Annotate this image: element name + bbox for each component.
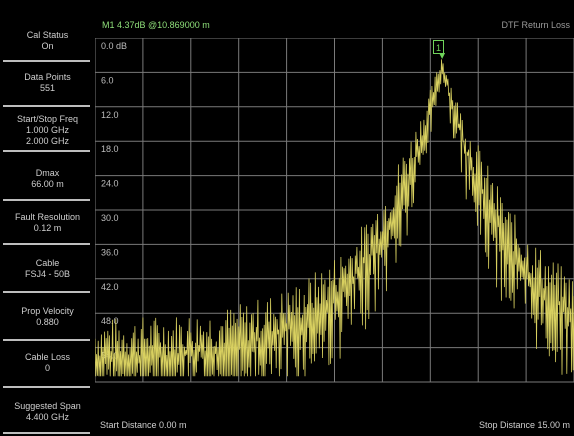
softkey-prop-velocity[interactable]: Prop Velocity 0.880	[0, 306, 95, 328]
start-freq-value: 1.000 GHz	[25, 125, 70, 135]
y-tick-label: 6.0	[101, 75, 114, 85]
softkey-divider	[3, 291, 90, 293]
marker-1-flag[interactable]: 1	[433, 40, 444, 54]
prop-velocity-label: Prop Velocity	[21, 306, 74, 316]
data-points-value: 551	[39, 83, 56, 93]
softkey-cable-loss[interactable]: Cable Loss 0	[0, 352, 95, 374]
cable-loss-value: 0	[44, 363, 50, 373]
plot-header	[95, 0, 574, 38]
y-tick-label: 30.0	[101, 213, 119, 223]
softkey-cal-status[interactable]: Cal Status On	[0, 30, 95, 52]
data-points-label: Data Points	[24, 72, 71, 82]
start-stop-freq-label: Start/Stop Freq	[16, 114, 79, 124]
start-distance: Start Distance 0.00 m	[100, 420, 187, 430]
y-tick-label: 48.0	[101, 316, 119, 326]
softkey-divider	[3, 150, 90, 152]
softkey-divider	[3, 105, 90, 107]
softkey-divider	[3, 60, 90, 62]
dtf-trace	[95, 59, 574, 377]
softkey-fault-resolution[interactable]: Fault Resolution 0.12 m	[0, 212, 95, 234]
softkey-divider	[3, 243, 90, 245]
softkey-data-points[interactable]: Data Points 551	[0, 72, 95, 94]
softkey-start-stop-freq[interactable]: Start/Stop Freq 1.000 GHz 2.000 GHz	[0, 114, 95, 147]
y-tick-label: 0.0 dB	[101, 41, 127, 51]
softkey-divider	[3, 386, 90, 388]
prop-velocity-value: 0.880	[36, 317, 59, 327]
y-tick-label: 42.0	[101, 282, 119, 292]
dtf-plot[interactable]: 0.0 dB 6.0 12.0 18.0 24.0 30.0 36.0 42.0 48.0 54.…	[95, 38, 574, 413]
stop-freq-value: 2.000 GHz	[25, 136, 70, 146]
marker-readout: M1 4.37dB @10.869000 m	[102, 20, 210, 30]
suggested-span-label: Suggested Span	[14, 401, 81, 411]
softkey-cable[interactable]: Cable FSJ4 - 50B	[0, 258, 95, 280]
cable-loss-label: Cable Loss	[24, 352, 71, 362]
y-tick-label: 36.0	[101, 247, 119, 257]
cable-label: Cable	[35, 258, 60, 268]
softkey-divider	[3, 432, 90, 434]
fault-resolution-value: 0.12 m	[33, 223, 62, 233]
trace-title: DTF Return Loss	[501, 20, 570, 30]
dmax-label: Dmax	[35, 168, 60, 178]
cable-value: FSJ4 - 50B	[24, 269, 71, 279]
marker-1-point	[439, 53, 446, 60]
softkey-divider	[3, 199, 90, 201]
fault-resolution-label: Fault Resolution	[14, 212, 81, 222]
suggested-span-value: 4.400 GHz	[25, 412, 70, 422]
dmax-value: 66.00 m	[31, 179, 64, 189]
plot-svg: 0.0 dB6.012.018.024.030.036.042.048.054.…	[95, 38, 574, 383]
stop-distance: Stop Distance 15.00 m	[478, 420, 570, 430]
softkey-suggested-span[interactable]: Suggested Span 4.400 GHz	[0, 401, 95, 423]
y-tick-label: 12.0	[101, 110, 119, 120]
y-tick-label: 24.0	[101, 179, 119, 189]
y-tick-label: 18.0	[101, 144, 119, 154]
softkey-dmax[interactable]: Dmax 66.00 m	[0, 168, 95, 190]
cal-status-label: Cal Status	[26, 30, 69, 40]
softkey-panel: Cal Status On Data Points 551 Start/Stop…	[0, 0, 95, 436]
softkey-divider	[3, 339, 90, 341]
cal-status-value: On	[41, 41, 54, 51]
